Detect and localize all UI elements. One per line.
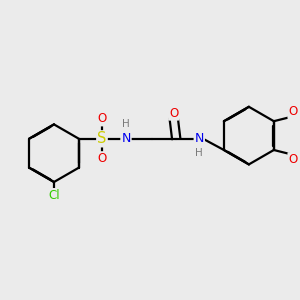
Text: Cl: Cl — [48, 189, 60, 202]
Text: S: S — [97, 131, 107, 146]
Text: N: N — [195, 132, 204, 145]
Text: H: H — [122, 119, 130, 129]
Text: O: O — [288, 153, 298, 166]
Text: O: O — [97, 152, 106, 165]
Text: O: O — [97, 112, 106, 125]
Text: H: H — [195, 148, 203, 158]
Text: O: O — [288, 105, 298, 118]
Text: N: N — [121, 132, 131, 145]
Text: O: O — [169, 107, 178, 120]
